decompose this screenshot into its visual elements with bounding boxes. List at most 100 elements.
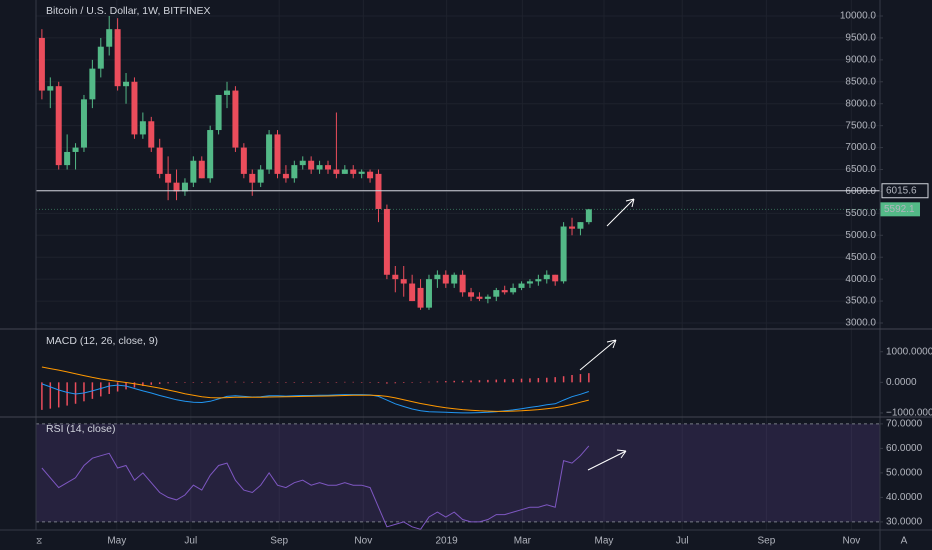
candle-body [165,173,172,183]
x-tick-label: May [107,536,126,547]
candle-body [324,165,331,170]
histogram-bar [445,381,447,383]
histogram-bar [369,382,371,383]
candle-body [190,160,197,183]
histogram-bar [335,382,338,383]
x-tick-label: Nov [842,536,860,547]
hline-label: 6015.6 [886,185,917,196]
candle-body [560,226,567,282]
histogram-bar [529,378,531,383]
y-tick-label: 3500.0 [845,296,876,307]
macd-title: MACD (12, 26, close, 9) [46,335,158,347]
histogram-bar [41,382,43,410]
y-tick-label: 7500.0 [845,120,876,131]
chart-title: Bitcoin / U.S. Dollar, 1W, BITFINEX [46,5,211,17]
candle-body [451,274,458,284]
candle-body [89,68,96,100]
y-tick-label: 8000.0 [845,98,876,109]
candle-body [156,147,163,174]
candle-body [510,287,517,293]
y-tick-label: 7000.0 [845,142,876,153]
candle-body [358,171,365,174]
histogram-bar [419,382,422,383]
histogram-bar [226,381,228,383]
histogram-bar [268,381,270,383]
histogram-bar [251,382,254,383]
histogram-bar [402,382,405,383]
x-tick-label: 2019 [436,536,459,547]
y-tick-label: 30.0000 [886,517,923,528]
candle-body [434,274,441,280]
candle-body [375,173,382,209]
candle-body [55,86,62,166]
candle-body [232,90,239,148]
candle-body [72,147,79,152]
histogram-bar [579,374,582,383]
candle-body [249,173,256,183]
candle-body [266,134,273,170]
histogram-bar [108,382,110,394]
candle-body [543,274,550,280]
histogram-bar [588,373,590,383]
auto-scale-button[interactable]: A [901,536,908,547]
candle-body [291,165,298,179]
y-tick-label: 6000.0 [845,186,876,197]
histogram-bar [512,378,514,383]
histogram-bar [352,381,354,383]
arrow [579,339,617,371]
histogram-bar [192,382,195,383]
histogram-bar [478,380,481,383]
candle-body [535,279,542,282]
candle-body [341,169,348,174]
arrow [606,198,635,227]
histogram-bar [142,382,144,387]
candle-body [38,37,45,91]
candle-body [459,274,466,293]
histogram-bar [133,382,136,388]
histogram-bar [520,378,523,383]
histogram-bar [318,382,321,383]
histogram-bar [201,382,203,383]
y-tick-label: 4500.0 [845,252,876,263]
histogram-bar [150,382,153,385]
candle-body [299,160,306,166]
y-tick-label: 9500.0 [845,33,876,44]
histogram-bar [49,382,52,409]
candle-body [569,226,576,229]
candle-body [131,81,138,135]
candle-body [392,274,399,280]
candle-body [274,134,281,174]
x-tick-label: Mar [514,536,532,547]
histogram-bar [360,382,363,383]
histogram-bar [571,374,573,383]
candle-body [224,90,231,95]
histogram-bar [184,382,186,383]
histogram-bar [503,379,506,383]
histogram-bar [394,382,397,384]
candle-body [282,173,289,179]
histogram-bar [495,379,498,383]
candle-body [383,208,390,275]
histogram-bar [158,382,161,384]
timezone-icon[interactable]: ⧖ [36,535,42,545]
candle-body [123,81,130,87]
candle-body [493,290,500,297]
candle-body [207,130,214,179]
candle-body [333,169,340,174]
arrow [587,449,627,471]
y-tick-label: 50.0000 [886,468,923,479]
y-tick-label: 0.0000 [886,377,917,388]
histogram-bar [411,382,413,383]
layers: May Jul Sep Nov 2019 Mar May Jul Sep Nov 3000.0 350… [36,0,932,547]
x-tick-label: May [595,536,614,547]
histogram-bar [436,381,439,383]
histogram-bar [461,380,464,383]
rsi-line [41,445,590,530]
histogram-bar [66,382,68,406]
candle-body [106,29,113,47]
histogram-bar [209,382,211,383]
candle-body [552,274,559,282]
last-price-label: 5592.1 [884,204,915,215]
y-tick-label: 8500.0 [845,76,876,87]
y-tick-label: 5000.0 [845,230,876,241]
